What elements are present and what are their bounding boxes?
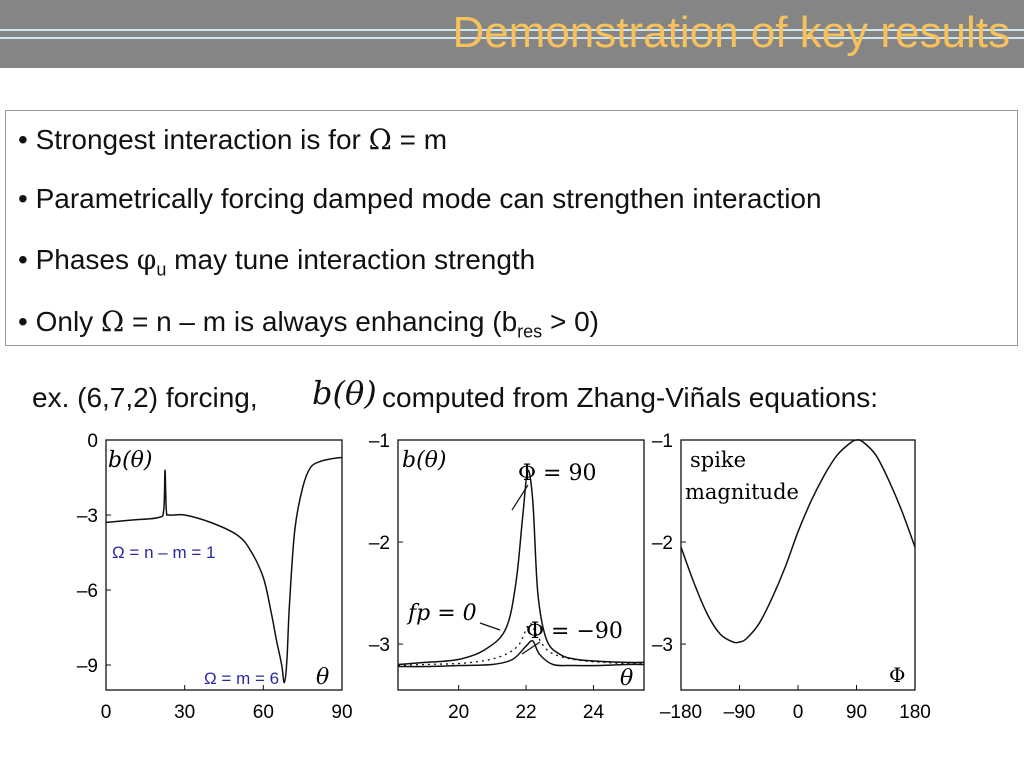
bullet-text: may tune interaction strength xyxy=(166,244,536,275)
arrow xyxy=(521,641,541,655)
chart-panel-2: 20 22 24–1–2–3 b(θ) Φ = 90 fp = 0 Φ = −90 … xyxy=(369,431,645,723)
x-tick-label: 24 xyxy=(583,702,605,723)
title-stripe xyxy=(0,29,1024,31)
x-label: θ xyxy=(316,665,329,690)
example-math: b(θ) xyxy=(312,374,377,412)
series-label: Φ = 90 xyxy=(518,461,596,486)
omega-symbol: Ω xyxy=(368,123,392,156)
plot-frame xyxy=(680,439,916,691)
bullet-item: • Phases φu may tune interaction strengt… xyxy=(18,243,535,281)
series-line xyxy=(397,639,645,668)
x-tick-label: 0 xyxy=(101,702,112,723)
chart-panel-1: 0 30 60 90 0 –3 –6 –9 b(θ) Ω = n – m = 1 Ω = m … xyxy=(77,431,353,723)
series-line xyxy=(105,456,343,684)
charts-area: 0 30 60 90 0 –3 –6 –9 b(θ) Ω = n – m = 1 Ω = m … xyxy=(77,431,931,723)
y-tick-label: –3 xyxy=(77,506,98,527)
panel-label: spike xyxy=(690,448,746,472)
plot-frame xyxy=(397,439,645,691)
y-tick-label: –2 xyxy=(652,533,673,554)
x-tick-label: 20 xyxy=(448,702,469,723)
y-label: b(θ) xyxy=(108,448,153,473)
bullet-text: Strongest interaction is for xyxy=(35,124,369,155)
subscript: res xyxy=(517,321,543,342)
y-tick-label: –3 xyxy=(652,635,673,656)
x-tick-label: 22 xyxy=(515,702,536,723)
title-stripe xyxy=(0,37,1024,39)
bullet-text: = n – m is always enhancing (b xyxy=(124,306,518,337)
series-label: fp = 0 xyxy=(406,601,477,626)
bullet-text: = m xyxy=(391,124,448,155)
plot-frame xyxy=(105,439,343,691)
y-tick-label: –1 xyxy=(369,431,390,452)
x-tick-label: 60 xyxy=(253,702,274,723)
panel-label: magnitude xyxy=(685,480,799,504)
phi-symbol: φ xyxy=(136,243,157,276)
annotation: Ω = n – m = 1 xyxy=(112,543,215,562)
x-label: Φ xyxy=(889,663,905,687)
x-tick-label: 90 xyxy=(846,702,867,723)
y-tick-label: –6 xyxy=(77,581,98,602)
arrow xyxy=(479,622,501,631)
y-tick-label: 0 xyxy=(87,431,98,452)
y-tick-label: –3 xyxy=(369,635,390,656)
series-label: Φ = −90 xyxy=(526,619,623,644)
chart-panel-3: –180 –90 0 90 180 –1 –2 –3 spike magnitude Φ xyxy=(652,431,931,723)
bullet-text: Parametrically forcing damped mode can s… xyxy=(35,183,822,214)
x-tick-label: 180 xyxy=(899,702,931,723)
x-tick-label: 0 xyxy=(793,702,804,723)
y-tick-label: –2 xyxy=(369,533,390,554)
example-text: computed from Zhang-Viñals equations: xyxy=(382,382,878,413)
bullet-item: • Only Ω = n – m is always enhancing (br… xyxy=(18,305,599,343)
bullet-item: • Parametrically forcing damped mode can… xyxy=(18,183,822,215)
x-tick-label: –90 xyxy=(724,702,756,723)
bullet-text: Phases xyxy=(35,244,137,275)
subscript: u xyxy=(156,259,167,280)
y-tick-label: –1 xyxy=(652,431,673,452)
x-tick-label: –180 xyxy=(660,702,702,723)
bullet-dot: • xyxy=(18,124,28,155)
omega-symbol: Ω xyxy=(100,305,125,338)
bullet-dot: • xyxy=(18,306,28,337)
slide-title: Demonstration of key results xyxy=(452,8,1010,57)
y-label: b(θ) xyxy=(402,448,447,473)
series-line xyxy=(680,439,916,644)
x-tick-label: 30 xyxy=(174,702,195,723)
bullet-text: Only xyxy=(35,306,101,337)
bullet-dot: • xyxy=(18,244,28,275)
y-tick-label: –9 xyxy=(77,656,98,677)
bullet-item: • Strongest interaction is for Ω = m xyxy=(18,123,447,156)
x-tick-label: 90 xyxy=(331,702,352,723)
annotation: Ω = m = 6 xyxy=(204,669,279,688)
bullet-text: > 0) xyxy=(542,306,599,337)
x-label: θ xyxy=(620,666,633,691)
arrow xyxy=(511,484,529,511)
bullet-box: • Strongest interaction is for Ω = m • P… xyxy=(5,110,1018,346)
title-bar xyxy=(0,0,1024,68)
example-text: ex. (6,7,2) forcing, xyxy=(32,382,258,413)
bullet-dot: • xyxy=(18,183,28,214)
